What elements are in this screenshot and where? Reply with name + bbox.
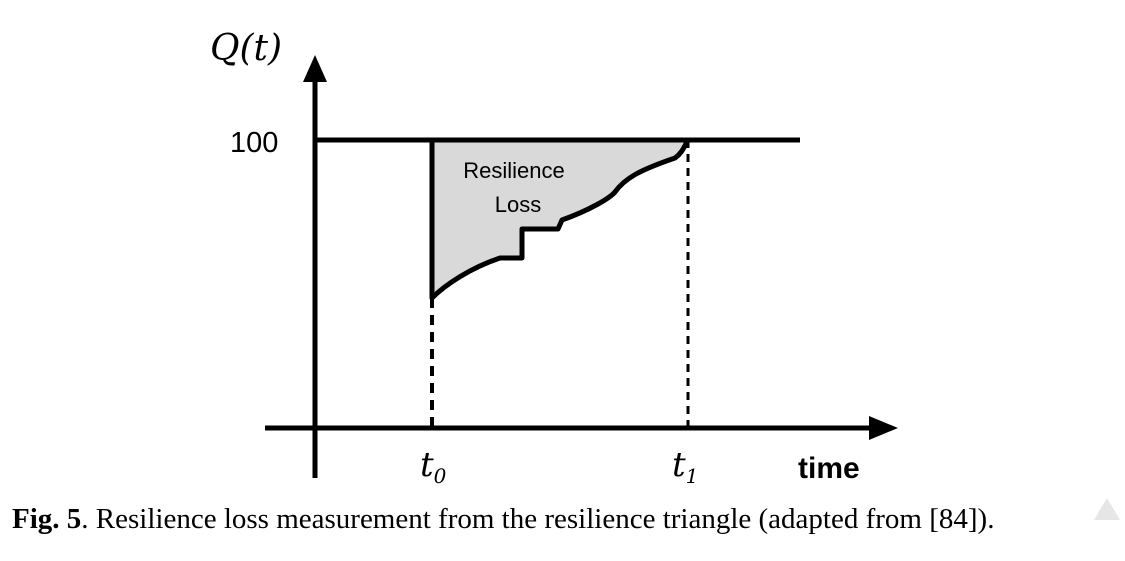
area-label-resilience: Resilience [463, 158, 565, 183]
resilience-triangle-diagram: Q(t) 100 Resilience Loss t0 t1 time [210, 28, 898, 488]
y-axis-arrowhead [303, 55, 327, 82]
figure-number: Fig. 5 [12, 503, 82, 535]
caption-text: . Resilience loss measurement from the r… [81, 503, 995, 535]
x-axis-label: time [798, 452, 860, 485]
t0-label: t0 [420, 445, 447, 488]
figure-caption: Fig. 5. Resilience loss measurement from… [12, 503, 1122, 536]
area-label-loss: Loss [495, 192, 541, 217]
recovery-curve [429, 138, 691, 301]
x-axis-arrowhead [869, 416, 898, 440]
y-level-label: 100 [230, 127, 278, 159]
watermark-triangle-icon [1094, 498, 1120, 520]
y-axis-label: Q(t) [210, 28, 282, 69]
t1-label: t1 [672, 445, 698, 488]
